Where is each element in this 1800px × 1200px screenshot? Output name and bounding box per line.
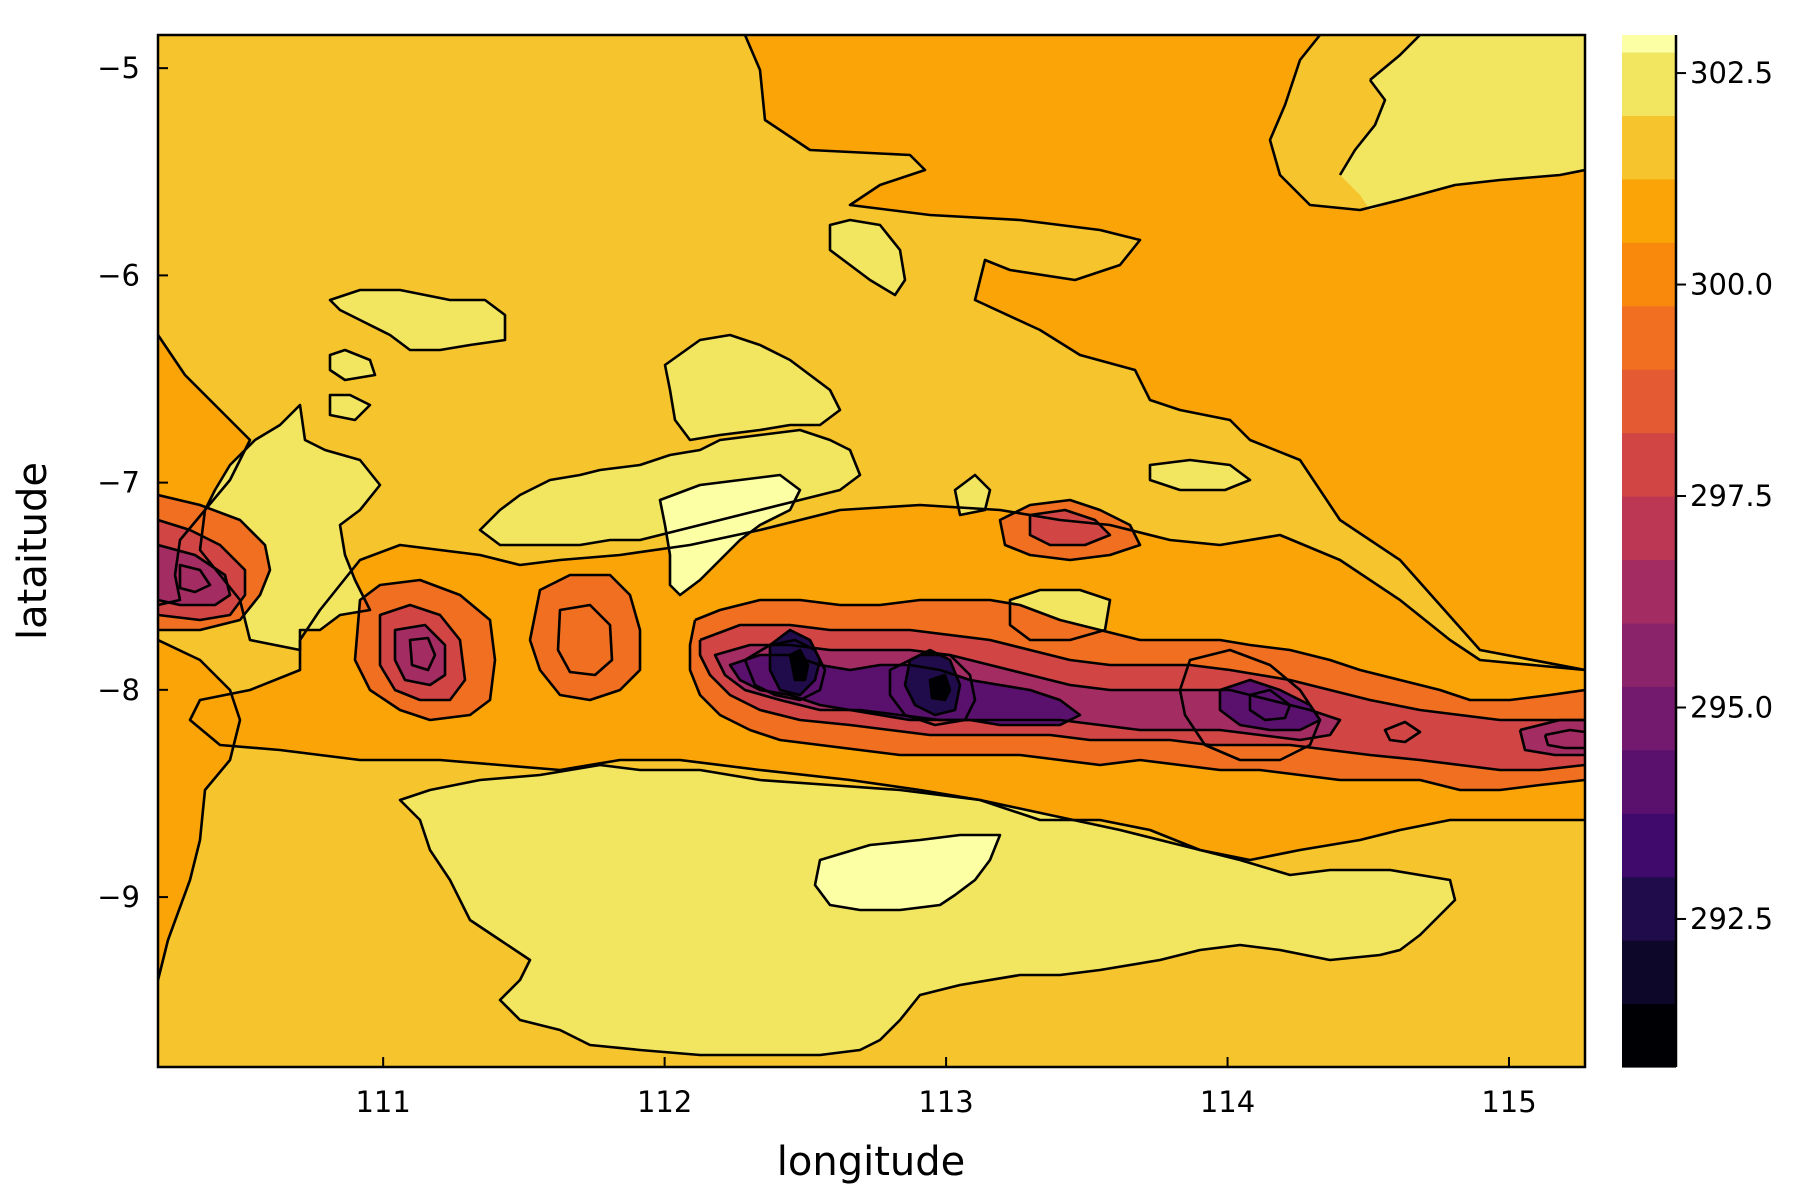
contour-line [743, 638, 827, 702]
contour-line [378, 603, 467, 702]
contour-line [353, 578, 497, 722]
y-tick-label: −8 [97, 673, 140, 707]
y-tick-label: −7 [97, 466, 140, 500]
colorbar-band [1622, 432, 1676, 497]
y-tick-label: −6 [97, 258, 140, 292]
contour-line [158, 518, 247, 622]
contour-line [953, 473, 992, 517]
contour-line [158, 493, 272, 632]
y-tick-label: −5 [97, 51, 140, 85]
contour-fill-band [770, 630, 960, 715]
colorbar-band [1622, 242, 1676, 307]
contour-line [188, 640, 1585, 862]
contour-line [398, 763, 1457, 1057]
colorbar-band [1622, 940, 1676, 1005]
contour-line [698, 640, 1585, 772]
contour-line [768, 628, 822, 697]
colorbar-band [1622, 749, 1676, 814]
contour-line [888, 653, 977, 727]
x-axis: 111 112 113 114 115 [355, 1057, 1537, 1119]
contour-line [478, 428, 862, 547]
contour-line [658, 473, 802, 597]
colorbar [1622, 35, 1678, 1068]
x-tick-label: 112 [637, 1085, 692, 1119]
contour-line [328, 288, 507, 352]
x-axis-title: longitude [777, 1139, 965, 1185]
contour-line [408, 636, 437, 672]
contour-line [699, 623, 1585, 722]
colorbar-band [1622, 305, 1676, 370]
colorbar-band [1622, 1003, 1676, 1068]
contour-line [694, 598, 1585, 702]
contour-line [828, 218, 907, 297]
contour-line [663, 333, 842, 442]
contour-line [393, 623, 447, 687]
contour-fill-band [830, 35, 1585, 640]
colorbar-ticks: 302.5 300.0 297.5 295.0 292.5 [1676, 56, 1773, 936]
colorbar-band [1622, 51, 1676, 116]
colorbar-band [1622, 35, 1676, 53]
plot-frame [156, 33, 1587, 1069]
x-tick-label: 115 [1481, 1085, 1536, 1119]
contour-line [1148, 458, 1252, 492]
colorbar-tick-label: 300.0 [1690, 268, 1773, 302]
contour-line [528, 573, 642, 702]
contour-line [788, 648, 810, 682]
contour-line [1248, 688, 1292, 722]
contour-line [728, 653, 1082, 727]
contour-line [688, 619, 1585, 792]
y-axis-title: lataitude [10, 462, 56, 640]
contour-line [903, 648, 962, 717]
contour-line [743, 35, 1585, 672]
colorbar-band [1622, 559, 1676, 624]
colorbar-band [1622, 686, 1676, 751]
contour-line [1338, 35, 1421, 176]
colorbar-band [1622, 813, 1676, 878]
contour-line [1218, 678, 1322, 732]
contour-line [158, 638, 242, 981]
colorbar-band [1622, 876, 1676, 941]
contour-line [1268, 35, 1585, 212]
contour-line [1178, 648, 1322, 762]
contour-fill-band [745, 35, 1585, 670]
colorbar-band [1622, 496, 1676, 561]
contour-line [556, 603, 614, 677]
contour-line [1028, 508, 1112, 547]
contour-fill-band [790, 650, 950, 700]
contour-line [1543, 728, 1585, 750]
y-axis: −5 −6 −7 −8 −9 [97, 51, 168, 914]
colorbar-band [1622, 369, 1676, 434]
contour-fill-band [660, 475, 1000, 910]
contour-fill-band [400, 765, 1455, 1055]
contour-line [158, 543, 232, 607]
contour-line [1518, 718, 1585, 757]
contour-line [1383, 720, 1422, 744]
colorbar-band [1622, 622, 1676, 687]
contour-line [328, 393, 372, 422]
contour-fill-band [330, 290, 505, 420]
contour-fill-band [200, 335, 860, 650]
x-tick-label: 114 [1200, 1085, 1255, 1119]
contour-lines [158, 35, 1585, 1057]
contour-line [328, 348, 377, 382]
colorbar-tick-label: 292.5 [1690, 902, 1773, 936]
contour-line [813, 833, 1002, 912]
colorbar-band [1622, 115, 1676, 180]
contour-line [178, 563, 212, 594]
x-tick-label: 111 [355, 1085, 410, 1119]
y-tick-label: −9 [97, 880, 140, 914]
x-tick-label: 113 [918, 1085, 973, 1119]
colorbar-tick-label: 297.5 [1690, 479, 1773, 513]
contour-line [158, 334, 252, 607]
contour-line [928, 673, 952, 702]
colorbar-band [1622, 178, 1676, 243]
colorbar-tick-label: 295.0 [1690, 690, 1773, 724]
plot-area [158, 35, 1585, 1067]
contour-line [298, 503, 1585, 672]
colorbar-tick-label: 302.5 [1690, 56, 1773, 90]
contour-line [998, 498, 1142, 562]
